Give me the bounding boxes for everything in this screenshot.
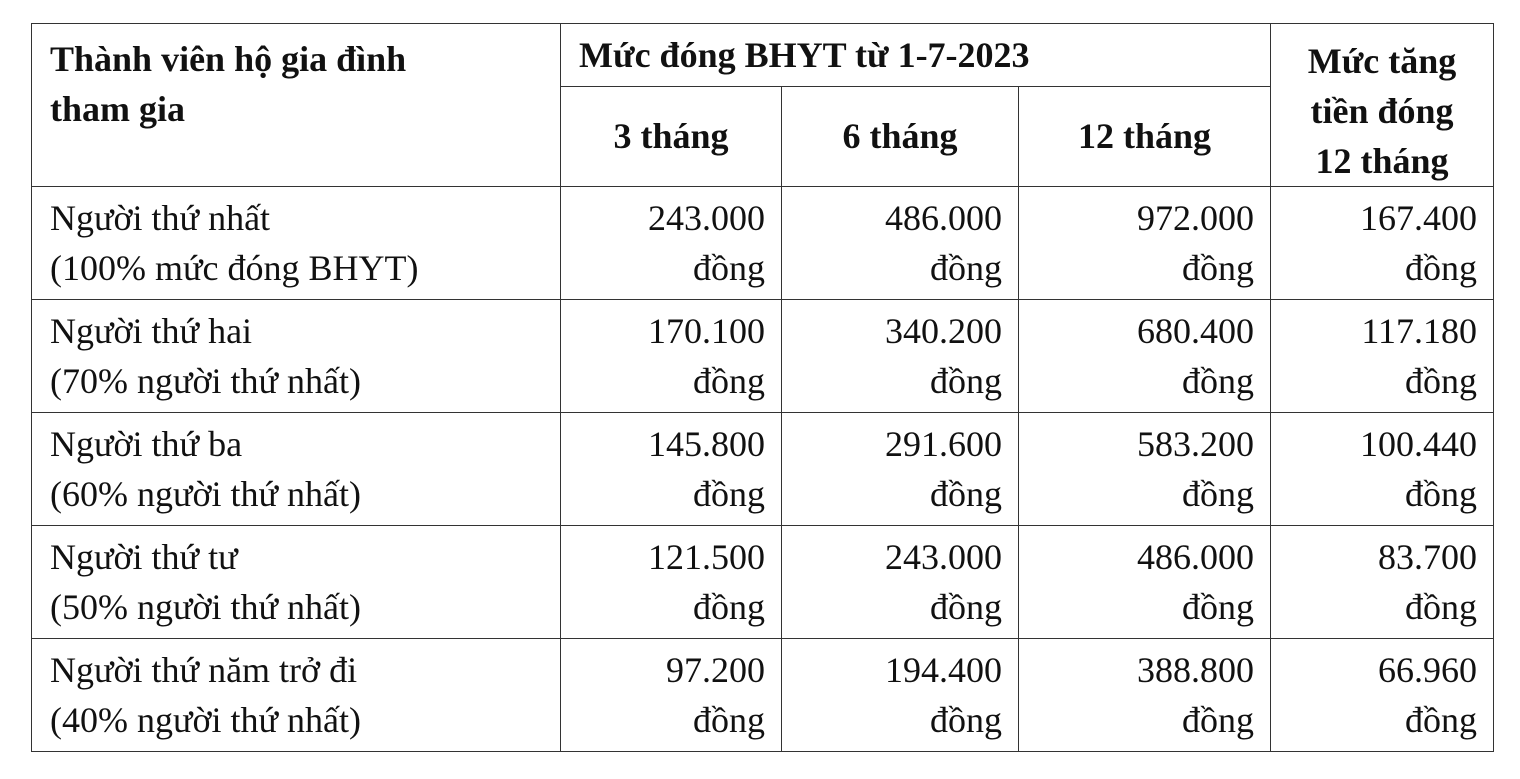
amount-cell: 83.700 đồng — [1270, 525, 1495, 639]
table-row: Người thứ tư (50% người thứ nhất) 121.500… — [31, 525, 1495, 639]
amount-cell: 194.400 đồng — [781, 638, 1019, 752]
header-period: 6 tháng — [781, 85, 1019, 188]
amount-cell: 170.100 đồng — [560, 299, 782, 413]
amount-cell: 97.200 đồng — [560, 638, 782, 752]
amount-cell: 486.000 đồng — [781, 186, 1019, 300]
amount-cell: 243.000 đồng — [781, 525, 1019, 639]
header-period: 3 tháng — [560, 85, 782, 188]
header-group: Mức đóng BHYT từ 1-7-2023 — [559, 23, 1272, 87]
amount-cell: 388.800 đồng — [1017, 638, 1272, 752]
table-body: Người thứ nhất (100% mức đóng BHYT) 243.0… — [31, 186, 1495, 752]
table-row: Người thứ năm trở đi (40% người thứ nhất… — [31, 638, 1495, 752]
member-cell: Người thứ hai (70% người thứ nhất) — [31, 299, 561, 413]
contribution-table: Thành viên hộ gia đình tham gia Mức đóng… — [31, 23, 1495, 752]
member-cell: Người thứ tư (50% người thứ nhất) — [31, 525, 561, 639]
amount-cell: 583.200 đồng — [1017, 412, 1272, 526]
amount-cell: 680.400 đồng — [1017, 299, 1272, 413]
table-row: Người thứ ba (60% người thứ nhất) 145.800… — [31, 412, 1495, 526]
amount-cell: 117.180 đồng — [1270, 299, 1495, 413]
table-row: Người thứ hai (70% người thứ nhất) 170.10… — [31, 299, 1495, 413]
header-member: Thành viên hộ gia đình tham gia — [31, 23, 561, 187]
member-cell: Người thứ ba (60% người thứ nhất) — [31, 412, 561, 526]
amount-cell: 486.000 đồng — [1017, 525, 1272, 639]
amount-cell: 291.600 đồng — [781, 412, 1019, 526]
table-row: Người thứ nhất (100% mức đóng BHYT) 243.0… — [31, 186, 1495, 300]
amount-cell: 145.800 đồng — [560, 412, 782, 526]
amount-cell: 121.500 đồng — [560, 525, 782, 639]
amount-cell: 243.000 đồng — [560, 186, 782, 300]
member-cell: Người thứ năm trở đi (40% người thứ nhất… — [31, 638, 561, 752]
member-cell: Người thứ nhất (100% mức đóng BHYT) — [31, 186, 561, 300]
amount-cell: 66.960 đồng — [1270, 638, 1495, 752]
amount-cell: 972.000 đồng — [1017, 186, 1272, 300]
header-period: 12 tháng — [1017, 85, 1272, 188]
header-increase: Mức tăng tiền đóng 12 tháng — [1270, 23, 1495, 187]
amount-cell: 100.440 đồng — [1270, 412, 1495, 526]
amount-cell: 340.200 đồng — [781, 299, 1019, 413]
amount-cell: 167.400 đồng — [1270, 186, 1495, 300]
